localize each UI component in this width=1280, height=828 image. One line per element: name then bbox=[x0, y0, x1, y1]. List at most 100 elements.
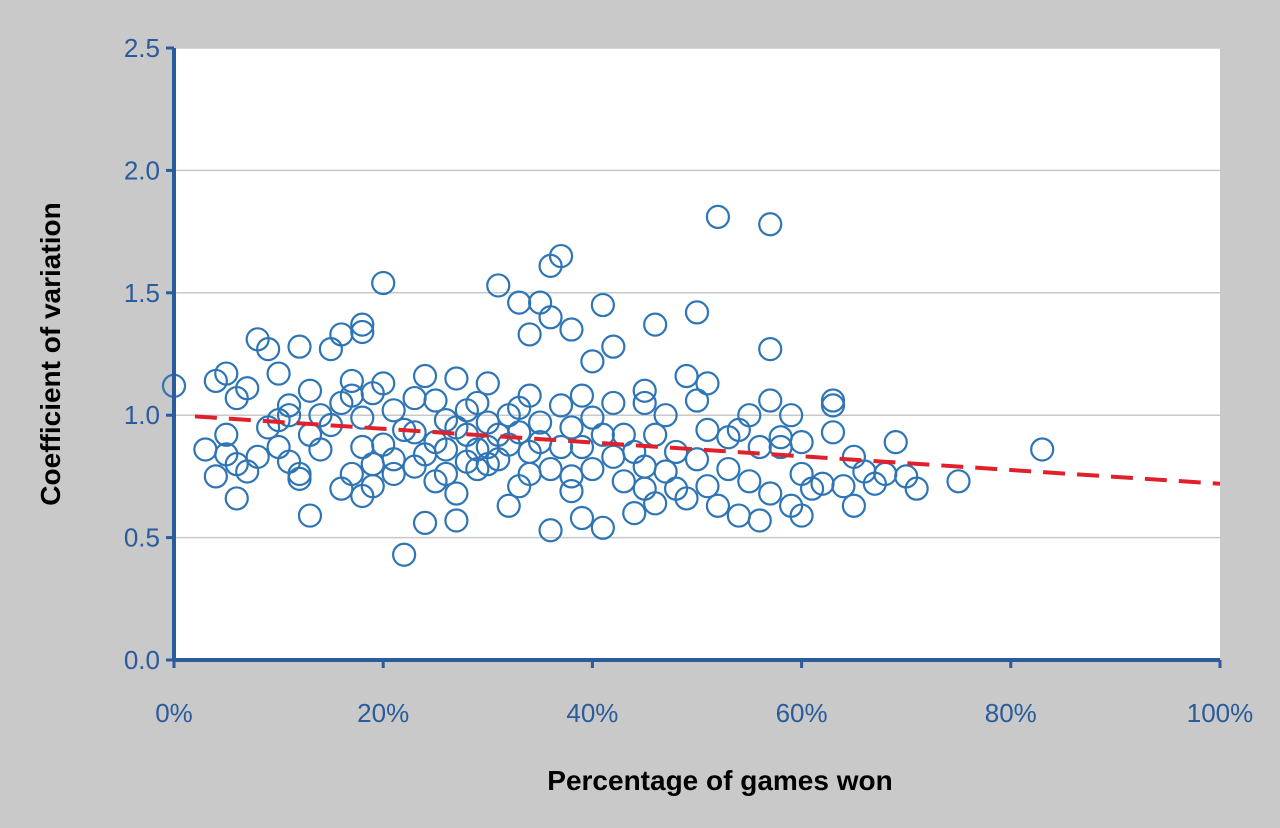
data-point bbox=[276, 403, 302, 428]
data-point bbox=[695, 371, 720, 396]
x-tick-label: 20% bbox=[357, 698, 409, 728]
data-point bbox=[904, 476, 929, 501]
data-point bbox=[622, 501, 647, 526]
y-tick-label: 2.5 bbox=[124, 33, 160, 63]
data-point bbox=[799, 476, 825, 501]
data-point bbox=[580, 349, 605, 374]
data-point bbox=[747, 508, 772, 533]
data-point bbox=[297, 378, 323, 403]
data-point bbox=[674, 486, 699, 511]
data-point bbox=[214, 361, 239, 386]
data-point bbox=[601, 390, 626, 416]
data-point bbox=[663, 439, 689, 465]
data-point bbox=[266, 361, 291, 386]
data-point bbox=[276, 393, 302, 418]
y-tick-label: 1.5 bbox=[124, 278, 160, 308]
x-axis-ticks: 0% 20% 40% 60% 80% 100% bbox=[155, 660, 1253, 728]
data-point bbox=[569, 434, 595, 460]
data-point bbox=[444, 481, 469, 506]
data-point bbox=[224, 486, 249, 511]
data-point bbox=[559, 415, 584, 440]
data-point bbox=[684, 447, 710, 472]
data-point bbox=[360, 474, 385, 499]
data-point bbox=[632, 378, 657, 403]
data-point bbox=[297, 503, 323, 528]
data-point bbox=[758, 212, 783, 237]
data-point bbox=[716, 456, 741, 482]
data-point bbox=[350, 405, 375, 430]
data-point bbox=[350, 319, 375, 345]
data-point bbox=[569, 383, 595, 408]
data-point bbox=[820, 388, 846, 413]
data-point bbox=[632, 390, 657, 416]
data-point bbox=[381, 398, 406, 423]
data-point bbox=[486, 273, 511, 298]
data-point bbox=[789, 430, 814, 455]
trendline bbox=[194, 414, 1221, 486]
x-tick-label: 60% bbox=[776, 698, 828, 728]
x-tick-label: 0% bbox=[155, 698, 193, 728]
x-axis-title: Percentage of games won bbox=[547, 765, 892, 796]
data-point bbox=[350, 312, 375, 337]
data-point bbox=[517, 322, 542, 347]
data-point bbox=[695, 417, 720, 442]
data-point bbox=[758, 388, 783, 413]
data-points bbox=[161, 204, 1055, 567]
data-point bbox=[559, 478, 584, 504]
data-point bbox=[779, 403, 804, 428]
data-point bbox=[684, 388, 710, 413]
data-point bbox=[203, 464, 228, 489]
data-point bbox=[287, 466, 312, 491]
data-point bbox=[475, 371, 500, 396]
data-point bbox=[371, 371, 396, 396]
data-point bbox=[758, 337, 783, 362]
data-point bbox=[653, 403, 678, 428]
y-tick-label: 0.0 bbox=[124, 645, 160, 675]
data-point bbox=[517, 383, 542, 408]
data-point bbox=[423, 388, 448, 413]
x-tick-label: 100% bbox=[1187, 698, 1254, 728]
data-point bbox=[758, 481, 783, 506]
data-point bbox=[245, 444, 270, 469]
x-tick-label: 80% bbox=[985, 698, 1037, 728]
y-tick-label: 1.0 bbox=[124, 400, 160, 430]
data-point bbox=[653, 459, 678, 484]
data-point bbox=[590, 292, 615, 318]
gridlines bbox=[174, 47, 1220, 539]
data-point bbox=[705, 493, 731, 518]
data-point bbox=[831, 474, 856, 499]
data-point bbox=[946, 469, 971, 494]
y-axis-ticks: 0.0 0.5 1.0 1.5 2.0 2.5 bbox=[124, 33, 174, 675]
data-point bbox=[559, 464, 584, 489]
data-point bbox=[684, 300, 710, 325]
data-point bbox=[256, 337, 281, 362]
data-point bbox=[402, 420, 427, 445]
data-point bbox=[496, 493, 521, 518]
data-point bbox=[841, 493, 867, 518]
data-point bbox=[601, 334, 626, 359]
data-point bbox=[580, 405, 605, 430]
data-point bbox=[308, 437, 333, 462]
data-point bbox=[412, 510, 438, 536]
data-point bbox=[371, 270, 396, 296]
data-point bbox=[339, 461, 364, 487]
data-point bbox=[674, 363, 699, 389]
data-point bbox=[538, 305, 563, 330]
data-point bbox=[465, 456, 490, 482]
data-point bbox=[737, 403, 762, 428]
data-point bbox=[789, 503, 814, 528]
data-point bbox=[737, 469, 762, 494]
data-point bbox=[433, 437, 459, 462]
y-axis-title: Coefficient of variation bbox=[35, 202, 66, 505]
data-point bbox=[507, 420, 532, 445]
plot-area bbox=[174, 48, 1220, 660]
data-point bbox=[381, 447, 406, 472]
data-point bbox=[883, 430, 908, 455]
data-point bbox=[705, 204, 731, 230]
data-point bbox=[339, 368, 364, 394]
data-point bbox=[643, 312, 668, 337]
y-tick-label: 0.5 bbox=[124, 523, 160, 553]
data-point bbox=[695, 474, 720, 499]
data-point bbox=[548, 243, 574, 269]
data-point bbox=[392, 542, 417, 567]
